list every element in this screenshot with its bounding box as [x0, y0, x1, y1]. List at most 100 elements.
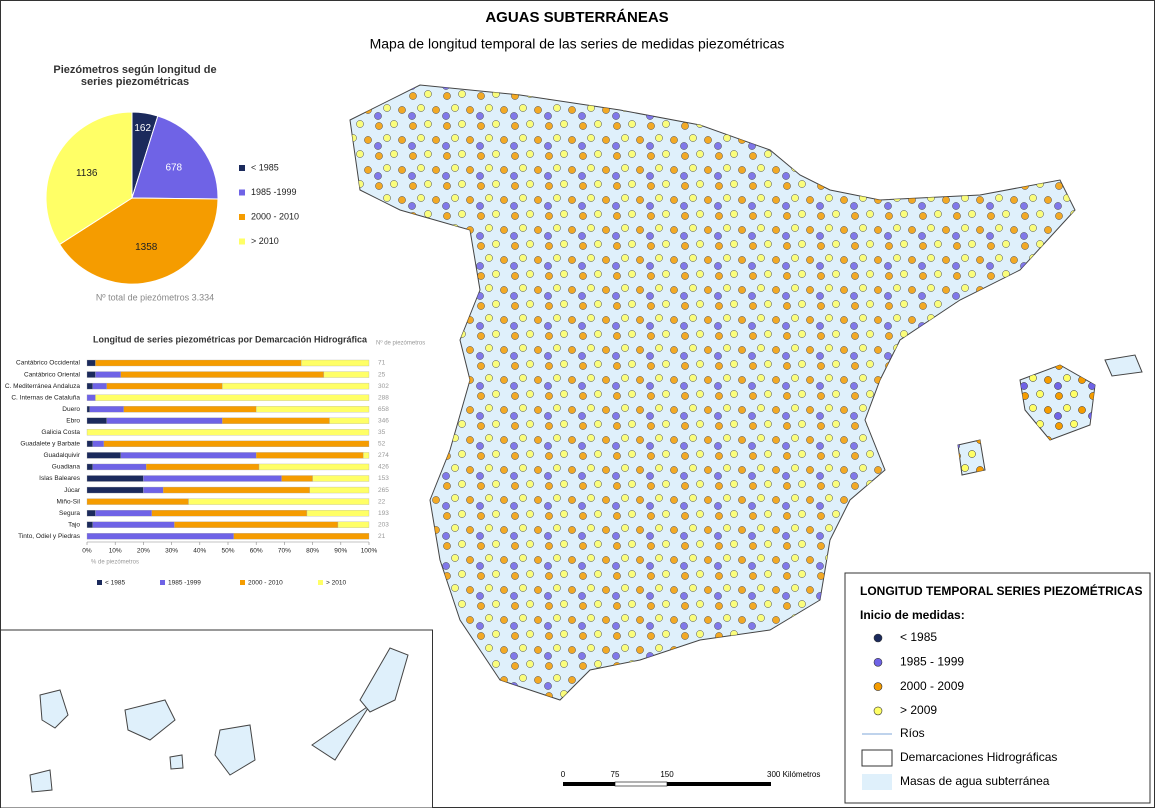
category-label: Duero [62, 406, 80, 413]
bar-segment [106, 417, 223, 424]
legend-label: < 1985 [105, 580, 125, 587]
bar-segment [86, 371, 96, 378]
bar-segment [92, 440, 105, 448]
count-label: 288 [378, 394, 389, 401]
bar-segment [86, 509, 96, 517]
bar-segment [103, 440, 370, 448]
legend-label: 1985 - 1999 [900, 654, 964, 668]
bar-segment [86, 417, 107, 424]
bar-segment [120, 452, 257, 459]
count-label: 346 [378, 417, 389, 424]
counts-label: Nº de piezómetros [376, 340, 425, 347]
bar-segment [323, 371, 370, 378]
bar-segment [222, 382, 370, 390]
legend-dot [873, 706, 883, 716]
bar-segment [120, 371, 325, 378]
x-tick-label: 90% [334, 548, 347, 555]
bar-segment [306, 509, 370, 517]
category-label: Guadalquivir [44, 452, 81, 459]
legend-label: < 1985 [900, 630, 937, 644]
bar-segment [86, 498, 189, 505]
x-axis-label: % de piezómetros [91, 560, 139, 566]
category-label: C. Internas de Cataluña [11, 394, 80, 401]
count-label: 71 [378, 360, 386, 367]
count-label: 203 [378, 521, 389, 528]
scale-label: 0 [561, 770, 566, 779]
category-label: Tinto, Odiel y Piedras [18, 533, 81, 540]
x-tick-label: 50% [221, 548, 234, 555]
map-title: AGUAS SUBTERRÁNEAS [485, 9, 668, 26]
bar-segment [329, 417, 370, 424]
bar-title: Longitud de series piezométricas por Dem… [93, 334, 368, 344]
x-tick-label: 60% [250, 548, 263, 555]
bar-segment [151, 509, 308, 517]
bar-segment [258, 463, 370, 471]
count-label: 658 [378, 406, 389, 413]
x-tick-label: 40% [193, 548, 206, 555]
pie-label: 162 [134, 123, 151, 134]
x-tick-label: 80% [306, 548, 319, 555]
bar-segment [188, 498, 370, 505]
pie-slice [131, 115, 219, 200]
count-label: 265 [378, 487, 389, 494]
pie-slice [45, 111, 133, 246]
legend-swatch [239, 165, 245, 171]
peninsula [349, 84, 1143, 701]
legend-swatch [160, 580, 165, 585]
legend-swatch [239, 189, 245, 196]
count-label: 153 [378, 475, 389, 482]
count-label: 274 [378, 452, 389, 459]
bar-segment [143, 486, 164, 494]
x-tick-label: 0% [82, 548, 92, 555]
bar-segment [95, 359, 302, 367]
bar-segment [86, 429, 370, 436]
legend-swatch [239, 238, 245, 245]
count-label: 21 [378, 533, 386, 540]
legend-swatch [318, 580, 323, 585]
legend-label: > 2010 [326, 580, 346, 587]
bar-segment [86, 394, 96, 401]
legend-subtitle: Inicio de medidas: [860, 608, 965, 622]
count-label: 52 [378, 441, 386, 448]
map-legend-box [844, 572, 1151, 804]
bar-segment [86, 533, 234, 540]
x-tick-label: 70% [278, 548, 291, 555]
count-label: 193 [378, 510, 389, 517]
bar-segment [143, 475, 282, 482]
category-label: Tajo [68, 521, 80, 528]
bar-segment [86, 463, 93, 471]
bar-segment [86, 521, 93, 528]
bar-segment [233, 533, 370, 540]
bar-segment [95, 394, 370, 401]
bar-segment [95, 509, 153, 517]
legend-dot [873, 633, 883, 643]
bar-segment [363, 452, 370, 459]
count-label: 35 [378, 429, 386, 436]
scale-label: 75 [611, 770, 620, 779]
bar-segment [86, 452, 121, 459]
bar-segment [174, 521, 339, 528]
count-label: 25 [378, 371, 386, 378]
category-label: Cantábrico Oriental [24, 371, 81, 378]
bar-segment [95, 371, 121, 378]
pie-title: Piezómetros según longitud de series pie… [53, 64, 217, 88]
legend-label: 2000 - 2009 [900, 679, 964, 693]
legend-label: < 1985 [251, 162, 279, 172]
bar-segment [312, 475, 370, 482]
x-tick-label: 100% [361, 548, 378, 555]
bar-segment [106, 382, 223, 390]
bar-segment [309, 486, 370, 494]
bar-segment [256, 452, 364, 459]
legend-swatch [239, 214, 245, 220]
bar-segment [92, 382, 107, 390]
category-label: C. Mediterránea Andaluza [5, 383, 81, 390]
bar-segment [86, 440, 93, 448]
category-label: Segura [59, 510, 80, 517]
pie-label: 678 [165, 162, 182, 173]
count-label: 426 [378, 464, 389, 471]
category-label: Ebro [66, 417, 80, 424]
bar-segment [162, 486, 310, 494]
bar-segment [123, 406, 257, 413]
pie-note: Nº total de piezómetros 3.334 [96, 292, 214, 302]
